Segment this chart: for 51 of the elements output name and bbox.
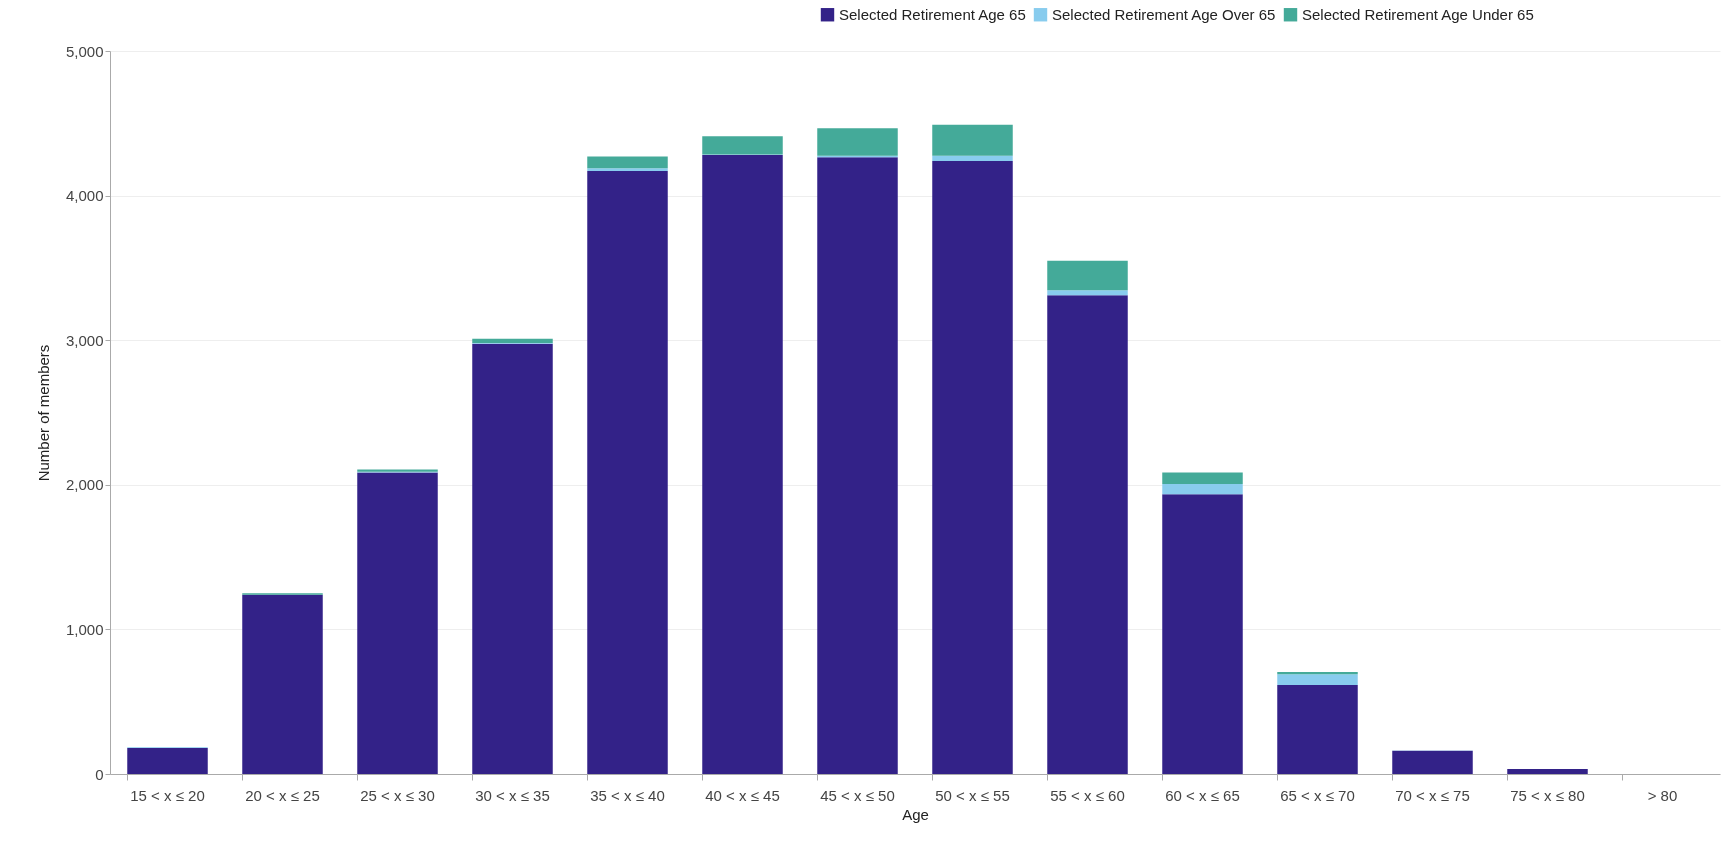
y-tick-label: 3,000 [65, 331, 104, 349]
x-tick-label: 20 < x ≤ 25 [245, 786, 320, 804]
bar [1277, 672, 1358, 675]
legend-label: Selected Retirement Age 65 [839, 5, 1026, 23]
bar [702, 136, 783, 155]
bar [472, 343, 553, 774]
x-axis-title: Age [902, 805, 929, 823]
bar [1162, 484, 1243, 495]
y-tick-label: 2,000 [65, 476, 104, 494]
bar [357, 472, 438, 774]
x-tick-label: > 80 [1647, 786, 1678, 804]
bar [817, 128, 898, 156]
x-tick-label: 45 < x ≤ 50 [820, 786, 895, 804]
bar [1392, 750, 1473, 774]
bar [127, 747, 208, 774]
y-axis-title: Number of members [34, 344, 52, 482]
bar [1277, 685, 1358, 774]
bar [472, 338, 553, 344]
x-tick-label: 40 < x ≤ 45 [705, 786, 780, 804]
bar [1162, 472, 1243, 485]
bar [587, 168, 668, 172]
bar [1277, 674, 1358, 686]
bar [1047, 295, 1128, 774]
y-tick-label: 4,000 [65, 187, 104, 205]
x-tick-label: 55 < x ≤ 60 [1050, 786, 1125, 804]
x-tick-label: 30 < x ≤ 35 [475, 786, 550, 804]
bar [587, 171, 668, 774]
y-tick-label: 0 [95, 765, 104, 783]
bar [932, 160, 1013, 774]
bar [1047, 290, 1128, 296]
bar [932, 124, 1013, 156]
x-tick-label: 75 < x ≤ 80 [1510, 786, 1585, 804]
x-tick-label: 35 < x ≤ 40 [590, 786, 665, 804]
x-tick-label: 60 < x ≤ 65 [1165, 786, 1240, 804]
y-tick-label: 5,000 [65, 42, 104, 60]
legend-label: Selected Retirement Age Over 65 [1052, 5, 1276, 23]
x-tick-label: 15 < x ≤ 20 [130, 786, 205, 804]
bar [587, 156, 668, 169]
x-tick-label: 50 < x ≤ 55 [935, 786, 1010, 804]
bar [817, 157, 898, 774]
bar [242, 594, 323, 774]
bar [1047, 260, 1128, 291]
x-tick-label: 65 < x ≤ 70 [1280, 786, 1355, 804]
bar [1507, 768, 1588, 774]
y-tick-label: 1,000 [65, 620, 104, 638]
bar [1162, 494, 1243, 774]
bar [932, 155, 1013, 161]
legend-label: Selected Retirement Age Under 65 [1302, 5, 1534, 23]
bar [702, 155, 783, 774]
x-tick-label: 70 < x ≤ 75 [1395, 786, 1470, 804]
x-tick-label: 25 < x ≤ 30 [360, 786, 435, 804]
